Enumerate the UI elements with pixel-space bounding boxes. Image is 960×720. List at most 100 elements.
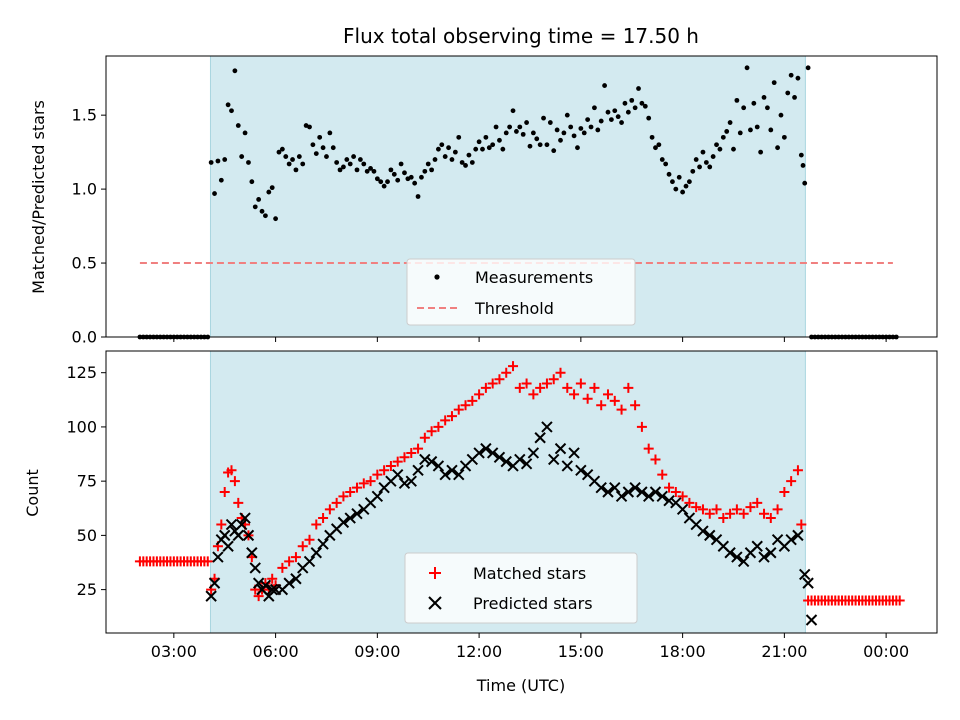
x-axis-ticks xyxy=(173,337,887,342)
data-point xyxy=(395,177,401,183)
data-point xyxy=(267,573,278,584)
data-point xyxy=(374,176,380,182)
chart-title: Flux total observing time = 17.50 h xyxy=(343,24,699,48)
data-point xyxy=(391,468,404,481)
data-point xyxy=(503,130,509,136)
y-tick-label: 0.5 xyxy=(72,254,97,273)
data-point xyxy=(371,168,377,174)
data-point xyxy=(331,497,342,508)
data-point xyxy=(337,516,350,529)
data-point xyxy=(588,124,594,130)
ratio-panel: Flux total observing time = 17.50 h 0.00… xyxy=(29,24,938,347)
data-point xyxy=(216,519,227,530)
data-point xyxy=(398,161,404,167)
data-point xyxy=(575,145,580,151)
data-point xyxy=(338,491,349,502)
data-point xyxy=(520,131,526,137)
data-point xyxy=(351,507,363,520)
data-point xyxy=(476,139,482,145)
y-tick-label: 75 xyxy=(77,472,97,491)
plot-frame xyxy=(105,350,938,634)
data-point xyxy=(521,378,532,389)
data-point xyxy=(354,167,360,173)
data-point xyxy=(385,460,396,471)
data-point xyxy=(378,179,384,185)
data-point xyxy=(632,105,638,111)
data-point xyxy=(405,475,417,487)
data-point xyxy=(569,389,580,400)
data-point xyxy=(541,378,552,389)
data-point xyxy=(657,469,668,480)
data-point xyxy=(517,124,523,130)
data-point xyxy=(436,146,441,152)
data-point xyxy=(711,504,722,515)
data-point xyxy=(514,129,519,134)
data-point xyxy=(649,134,655,140)
data-point xyxy=(351,482,362,493)
data-point xyxy=(246,160,251,165)
data-point xyxy=(629,481,641,494)
y-tick-label: 125 xyxy=(66,363,97,382)
data-point xyxy=(226,465,237,476)
data-point xyxy=(765,105,770,111)
data-point xyxy=(800,163,806,168)
data-point xyxy=(433,421,444,432)
data-point xyxy=(741,105,747,111)
data-point xyxy=(412,464,424,477)
data-point xyxy=(219,529,231,542)
data-point xyxy=(218,177,224,183)
data-point xyxy=(500,146,506,152)
data-point xyxy=(276,149,282,155)
legend-marker-matched xyxy=(429,567,441,579)
data-point xyxy=(609,481,621,494)
x-tick-label: 06:00 xyxy=(253,642,299,661)
data-point xyxy=(324,154,329,159)
data-point xyxy=(738,508,749,519)
data-point xyxy=(385,179,390,185)
data-point xyxy=(744,65,750,71)
x-tick-label: 12:00 xyxy=(456,642,502,661)
data-point xyxy=(537,142,543,148)
legend-marker-predicted xyxy=(428,596,442,610)
data-point xyxy=(219,487,230,497)
data-point xyxy=(615,114,621,120)
data-point xyxy=(799,568,811,581)
data-point xyxy=(324,504,335,515)
plot-frame xyxy=(105,55,938,338)
data-point xyxy=(242,130,248,136)
data-point xyxy=(734,97,740,103)
data-point xyxy=(616,404,627,415)
data-point xyxy=(643,443,654,454)
data-point xyxy=(527,143,533,149)
data-point xyxy=(290,157,295,162)
data-point xyxy=(778,112,784,118)
data-point xyxy=(413,443,424,454)
x-tick-label: 15:00 xyxy=(558,642,604,661)
data-point xyxy=(727,120,733,125)
data-point xyxy=(212,551,224,563)
data-point xyxy=(697,164,702,170)
data-point xyxy=(561,460,573,472)
data-point xyxy=(602,389,613,400)
data-point xyxy=(330,145,336,151)
data-point xyxy=(487,378,498,389)
data-point xyxy=(300,161,306,167)
data-point xyxy=(381,183,387,189)
data-point xyxy=(215,158,221,164)
data-point xyxy=(759,508,770,519)
data-point xyxy=(704,529,716,542)
data-point xyxy=(788,72,794,78)
data-point xyxy=(786,476,797,487)
data-point xyxy=(266,583,278,596)
data-point xyxy=(646,115,652,121)
data-point xyxy=(805,614,818,626)
data-point xyxy=(564,112,570,118)
data-point xyxy=(277,562,288,573)
data-point xyxy=(636,421,647,432)
data-point xyxy=(269,185,275,191)
data-point xyxy=(568,124,574,130)
data-point xyxy=(663,161,669,167)
data-point xyxy=(568,447,580,459)
data-point xyxy=(718,513,729,524)
